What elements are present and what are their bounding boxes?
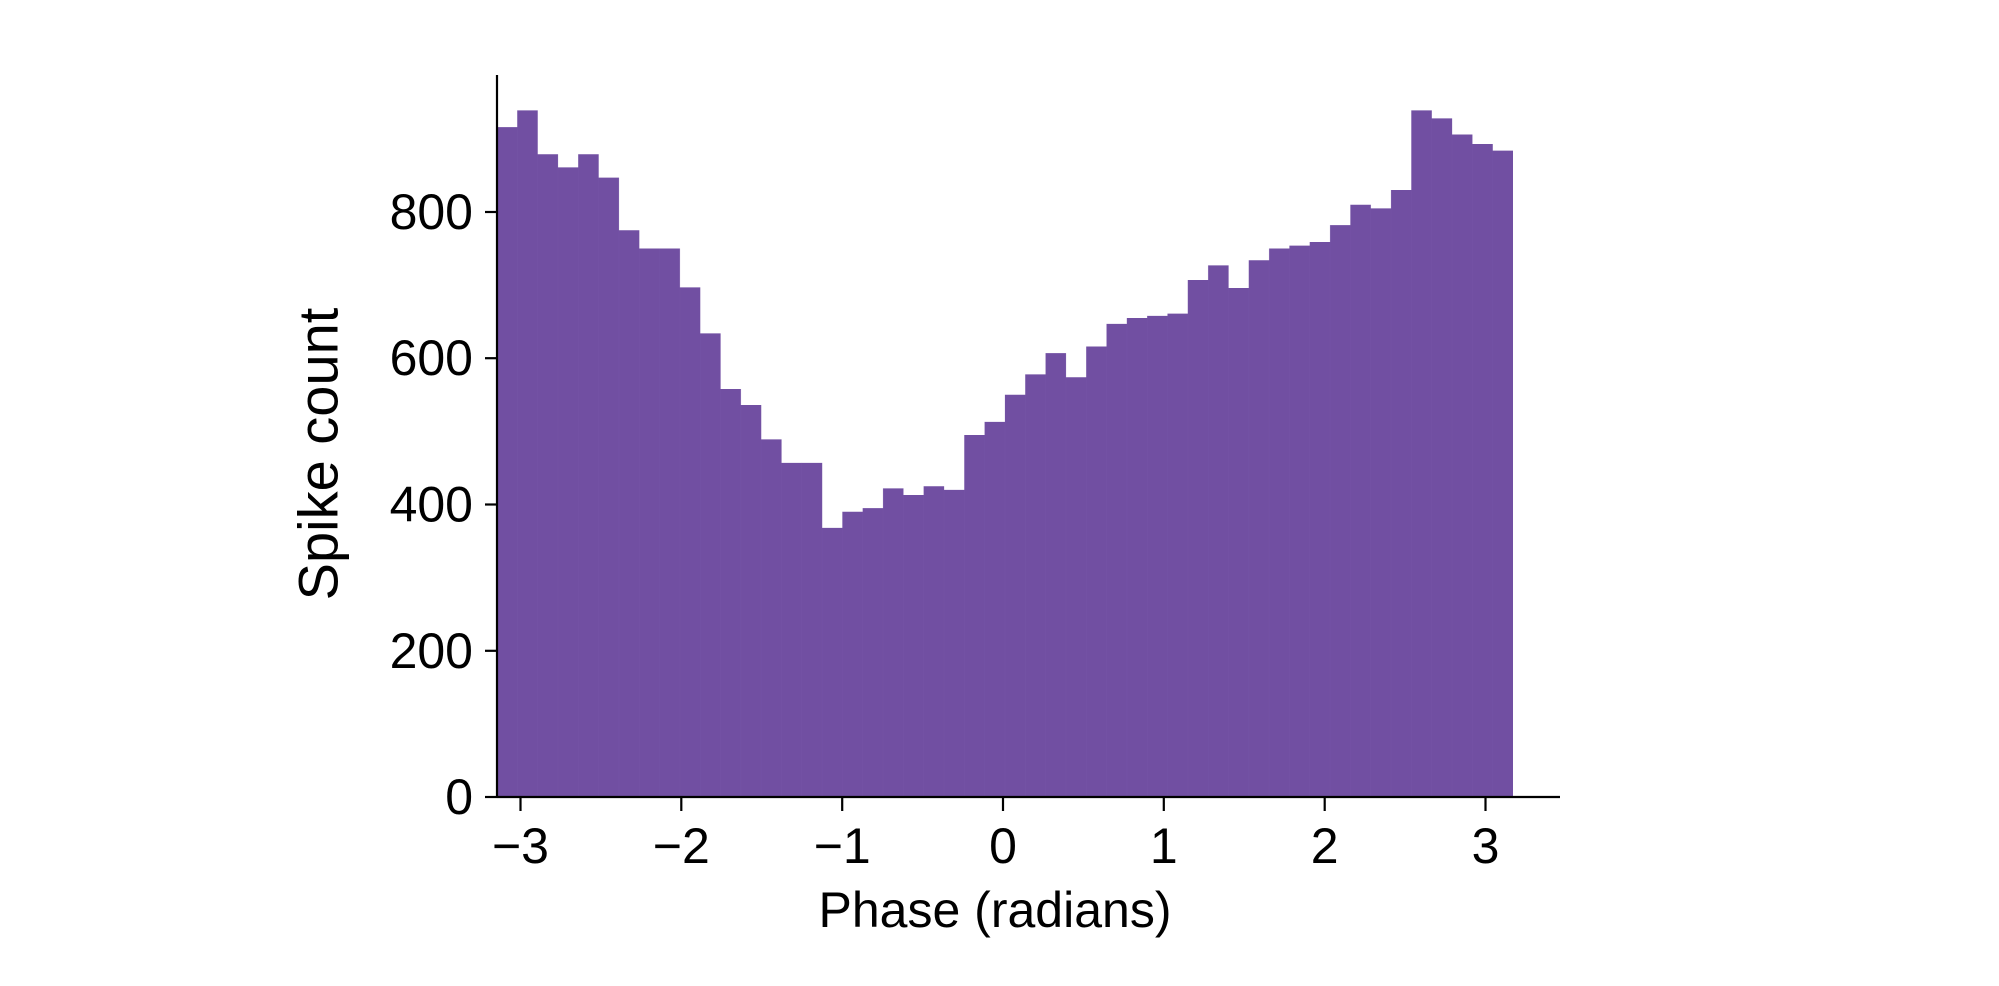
- svg-text:Phase (radians): Phase (radians): [819, 882, 1172, 938]
- svg-text:800: 800: [390, 184, 473, 240]
- svg-text:200: 200: [390, 623, 473, 679]
- svg-text:3: 3: [1472, 818, 1500, 874]
- svg-text:0: 0: [445, 769, 473, 825]
- svg-text:−2: −2: [653, 818, 710, 874]
- svg-text:0: 0: [989, 818, 1017, 874]
- svg-text:2: 2: [1311, 818, 1339, 874]
- svg-text:Spike count: Spike count: [287, 307, 350, 600]
- svg-text:600: 600: [390, 330, 473, 386]
- svg-text:400: 400: [390, 477, 473, 533]
- svg-text:−1: −1: [814, 818, 871, 874]
- svg-text:−3: −3: [492, 818, 549, 874]
- svg-text:1: 1: [1150, 818, 1178, 874]
